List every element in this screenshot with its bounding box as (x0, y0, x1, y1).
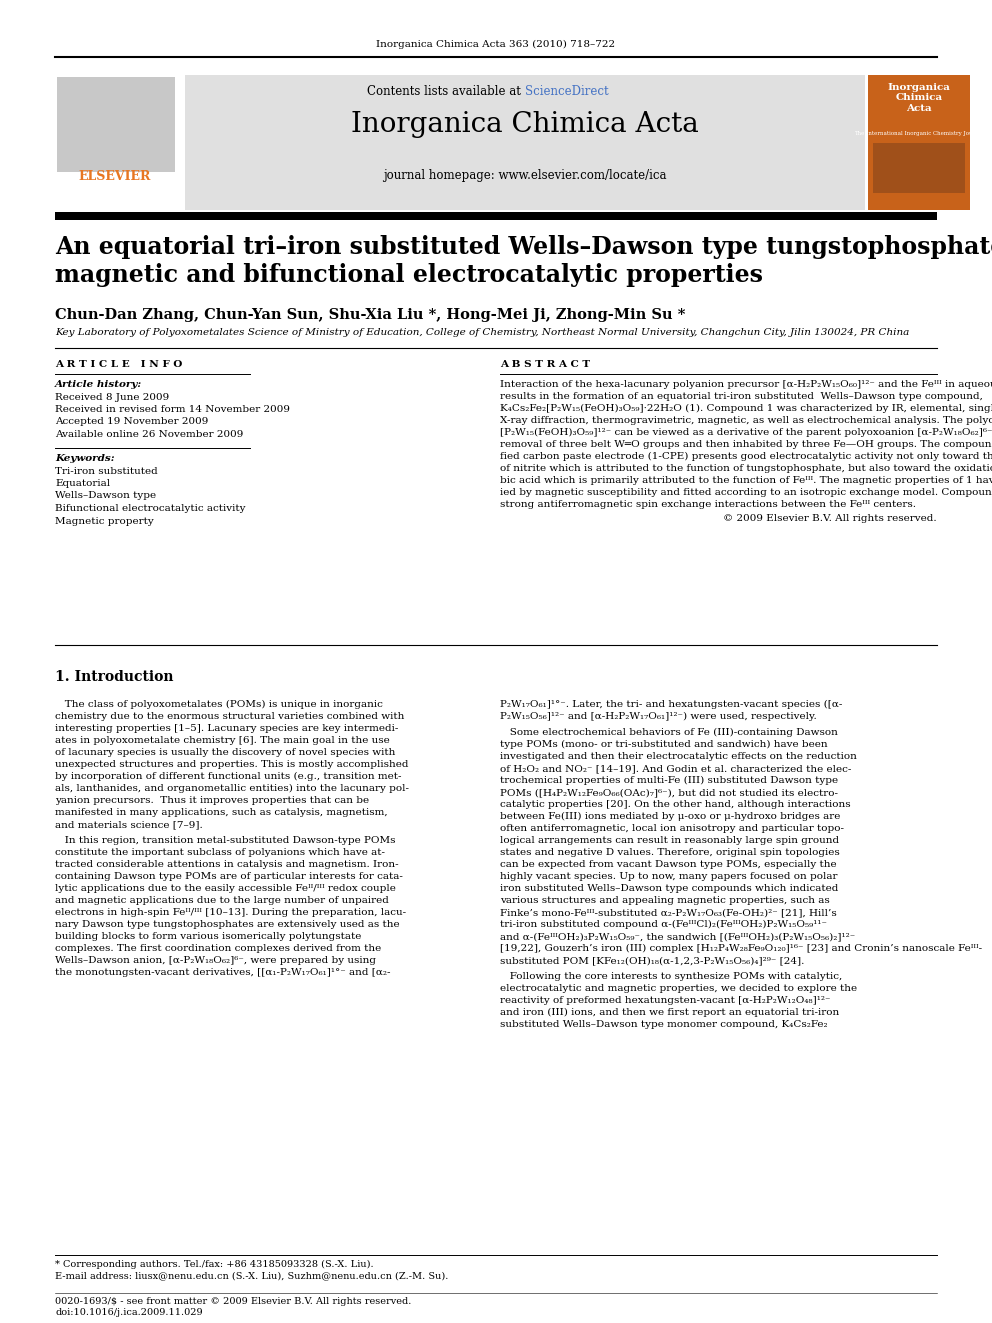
Text: [P₂W₁₅(FeOH)₃O₅₉]¹²⁻ can be viewed as a derivative of the parent polyoxoanion [α: [P₂W₁₅(FeOH)₃O₅₉]¹²⁻ can be viewed as a … (500, 429, 992, 437)
Text: Inorganica Chimica Acta 363 (2010) 718–722: Inorganica Chimica Acta 363 (2010) 718–7… (376, 40, 616, 49)
Text: Accepted 19 November 2009: Accepted 19 November 2009 (55, 418, 208, 426)
Text: ied by magnetic susceptibility and fitted according to an isotropic exchange mod: ied by magnetic susceptibility and fitte… (500, 488, 992, 497)
Text: Chun-Dan Zhang, Chun-Yan Sun, Shu-Xia Liu *, Hong-Mei Ji, Zhong-Min Su *: Chun-Dan Zhang, Chun-Yan Sun, Shu-Xia Li… (55, 308, 685, 321)
Text: The International Inorganic Chemistry Journal: The International Inorganic Chemistry Jo… (854, 131, 984, 136)
Text: strong antiferromagnetic spin exchange interactions between the Feᴵᴵᴵ centers.: strong antiferromagnetic spin exchange i… (500, 500, 916, 509)
Text: magnetic and bifunctional electrocatalytic properties: magnetic and bifunctional electrocatalyt… (55, 263, 763, 287)
Text: Inorganica Chimica Acta: Inorganica Chimica Acta (351, 111, 699, 138)
Text: Finke’s mono-Feᴵᴵᴵ-substituted α₂-P₂W₁₇O₆₃(Fe-OH₂)²⁻ [21], Hill’s: Finke’s mono-Feᴵᴵᴵ-substituted α₂-P₂W₁₇O… (500, 908, 836, 917)
Text: A R T I C L E   I N F O: A R T I C L E I N F O (55, 360, 183, 369)
Text: electrons in high-spin Feᴵᴵ/ᴵᴵᴵ [10–13]. During the preparation, lacu-: electrons in high-spin Feᴵᴵ/ᴵᴵᴵ [10–13].… (55, 908, 406, 917)
Text: by incorporation of different functional units (e.g., transition met-: by incorporation of different functional… (55, 773, 402, 781)
Text: Keywords:: Keywords: (55, 454, 115, 463)
Text: reactivity of preformed hexatungsten-vacant [α-H₂P₂W₁₂O₄₈]¹²⁻: reactivity of preformed hexatungsten-vac… (500, 996, 830, 1005)
Text: Some electrochemical behaviors of Fe (III)-containing Dawson: Some electrochemical behaviors of Fe (II… (500, 728, 838, 737)
Text: als, lanthanides, and organometallic entities) into the lacunary pol-: als, lanthanides, and organometallic ent… (55, 785, 409, 792)
Text: and iron (III) ions, and then we first report an equatorial tri-iron: and iron (III) ions, and then we first r… (500, 1008, 839, 1017)
Text: often antiferromagnetic, local ion anisotropy and particular topo-: often antiferromagnetic, local ion aniso… (500, 824, 844, 833)
Text: investigated and then their electrocatalytic effects on the reduction: investigated and then their electrocatal… (500, 751, 857, 761)
Text: states and negative D values. Therefore, original spin topologies: states and negative D values. Therefore,… (500, 848, 840, 857)
Bar (873, 143, 965, 193)
Text: building blocks to form various isomerically polytungstate: building blocks to form various isomeric… (55, 931, 361, 941)
Text: X-ray diffraction, thermogravimetric, magnetic, as well as electrochemical analy: X-ray diffraction, thermogravimetric, ma… (500, 415, 992, 425)
Text: logical arrangements can result in reasonably large spin ground: logical arrangements can result in reaso… (500, 836, 839, 845)
Text: Interaction of the hexa-lacunary polyanion precursor [α-H₂P₂W₁₅O₆₀]¹²⁻ and the F: Interaction of the hexa-lacunary polyani… (500, 380, 992, 389)
Text: Contents lists available at: Contents lists available at (367, 85, 525, 98)
Text: iron substituted Wells–Dawson type compounds which indicated: iron substituted Wells–Dawson type compo… (500, 884, 838, 893)
Text: of lacunary species is usually the discovery of novel species with: of lacunary species is usually the disco… (55, 747, 396, 757)
Text: unexpected structures and properties. This is mostly accomplished: unexpected structures and properties. Th… (55, 759, 409, 769)
Text: interesting properties [1–5]. Lacunary species are key intermedi-: interesting properties [1–5]. Lacunary s… (55, 724, 399, 733)
Text: ates in polyoxometalate chemistry [6]. The main goal in the use: ates in polyoxometalate chemistry [6]. T… (55, 736, 390, 745)
Text: Wells–Dawson type: Wells–Dawson type (55, 492, 156, 500)
Text: POMs ([H₄P₂W₁₂Fe₉O₆₆(OAc)₇]⁶⁻), but did not studied its electro-: POMs ([H₄P₂W₁₂Fe₉O₆₆(OAc)₇]⁶⁻), but did … (500, 789, 838, 796)
Text: between Fe(III) ions mediated by μ-oxo or μ-hydroxo bridges are: between Fe(III) ions mediated by μ-oxo o… (500, 812, 840, 822)
Bar (55, 212, 937, 220)
Text: K₄Cs₂Fe₂[P₂W₁₅(FeOH)₃O₅₉]·22H₂O (1). Compound 1 was characterized by IR, element: K₄Cs₂Fe₂[P₂W₁₅(FeOH)₃O₅₉]·22H₂O (1). Com… (500, 404, 992, 413)
Text: fied carbon paste electrode (1-CPE) presents good electrocatalytic activity not : fied carbon paste electrode (1-CPE) pres… (500, 452, 992, 462)
Text: ELSEVIER: ELSEVIER (78, 169, 151, 183)
Text: [19,22], Gouzerh’s iron (III) complex [H₁₂P₄W₂₈Fe₉O₁₂₀]¹⁶⁻ [23] and Cronin’s nan: [19,22], Gouzerh’s iron (III) complex [H… (500, 945, 982, 953)
Text: containing Dawson type POMs are of particular interests for cata-: containing Dawson type POMs are of parti… (55, 872, 403, 881)
Text: and magnetic applications due to the large number of unpaired: and magnetic applications due to the lar… (55, 896, 389, 905)
Text: of nitrite which is attributed to the function of tungstophosphate, but also tow: of nitrite which is attributed to the fu… (500, 464, 992, 474)
Bar (55, 75, 185, 210)
Text: ScienceDirect: ScienceDirect (525, 85, 609, 98)
Text: tri-iron substituted compound α-(FeᴵᴵᴵCl)₂(FeᴵᴵᴵOH₂)P₂W₁₅O₅₉¹¹⁻: tri-iron substituted compound α-(FeᴵᴵᴵCl… (500, 919, 827, 929)
Text: type POMs (mono- or tri-substituted and sandwich) have been: type POMs (mono- or tri-substituted and … (500, 740, 827, 749)
Text: Inorganica
Chimica
Acta: Inorganica Chimica Acta (888, 83, 950, 112)
Text: and α-(FeᴵᴵᴵOH₂)₃P₂W₁₅O₅₉⁻, the sandwich [(FeᴵᴵᴵOH₂)₃(P₂W₁₅O₅₆)₂]¹²⁻: and α-(FeᴵᴵᴵOH₂)₃P₂W₁₅O₅₉⁻, the sandwich… (500, 931, 855, 941)
Text: substituted Wells–Dawson type monomer compound, K₄Cs₂Fe₂: substituted Wells–Dawson type monomer co… (500, 1020, 827, 1029)
Text: 0020-1693/$ - see front matter © 2009 Elsevier B.V. All rights reserved.: 0020-1693/$ - see front matter © 2009 El… (55, 1297, 412, 1306)
Text: tracted considerable attentions in catalysis and magnetism. Iron-: tracted considerable attentions in catal… (55, 860, 399, 869)
Text: chemistry due to the enormous structural varieties combined with: chemistry due to the enormous structural… (55, 712, 405, 721)
Text: removal of three belt W═O groups and then inhabited by three Fe—OH groups. The c: removal of three belt W═O groups and the… (500, 441, 992, 448)
Text: results in the formation of an equatorial tri-iron substituted  Wells–Dawson typ: results in the formation of an equatoria… (500, 392, 983, 401)
Text: electrocatalytic and magnetic properties, we decided to explore the: electrocatalytic and magnetic properties… (500, 984, 857, 994)
Text: the monotungsten-vacant derivatives, [[α₁-P₂W₁₇O₆₁]¹°⁻ and [α₂-: the monotungsten-vacant derivatives, [[α… (55, 968, 391, 976)
Text: bic acid which is primarily attributed to the function of Feᴵᴵᴵ. The magnetic pr: bic acid which is primarily attributed t… (500, 476, 992, 486)
Text: 1. Introduction: 1. Introduction (55, 669, 174, 684)
Text: A B S T R A C T: A B S T R A C T (500, 360, 590, 369)
Text: substituted POM [KFe₁₂(OH)₁₈(α-1,2,3-P₂W₁₅O₅₆)₄]²⁹⁻ [24].: substituted POM [KFe₁₂(OH)₁₈(α-1,2,3-P₂W… (500, 957, 805, 964)
Text: manifested in many applications, such as catalysis, magnetism,: manifested in many applications, such as… (55, 808, 388, 818)
Text: of H₂O₂ and NO₂⁻ [14–19]. And Godin et al. characterized the elec-: of H₂O₂ and NO₂⁻ [14–19]. And Godin et a… (500, 763, 851, 773)
Text: Received in revised form 14 November 2009: Received in revised form 14 November 200… (55, 405, 290, 414)
Text: P₂W₁₇O₆₁]¹°⁻. Later, the tri- and hexatungsten-vacant species ([α-: P₂W₁₇O₆₁]¹°⁻. Later, the tri- and hexatu… (500, 700, 842, 709)
Text: Wells–Dawson anion, [α-P₂W₁₈O₆₂]⁶⁻, were prepared by using: Wells–Dawson anion, [α-P₂W₁₈O₆₂]⁶⁻, were… (55, 957, 376, 964)
Text: constitute the important subclass of polyanions which have at-: constitute the important subclass of pol… (55, 848, 385, 857)
Text: * Corresponding authors. Tel./fax: +86 43185093328 (S.-X. Liu).: * Corresponding authors. Tel./fax: +86 4… (55, 1259, 374, 1269)
Text: Received 8 June 2009: Received 8 June 2009 (55, 393, 170, 401)
Text: and materials science [7–9].: and materials science [7–9]. (55, 820, 202, 830)
Text: various structures and appealing magnetic properties, such as: various structures and appealing magneti… (500, 896, 829, 905)
Text: complexes. The first coordination complexes derived from the: complexes. The first coordination comple… (55, 945, 381, 953)
Text: P₂W₁₅O₅₆]¹²⁻ and [α-H₂P₂W₁₇O₆₁]¹²⁻) were used, respectively.: P₂W₁₅O₅₆]¹²⁻ and [α-H₂P₂W₁₇O₆₁]¹²⁻) were… (500, 712, 816, 721)
Text: Article history:: Article history: (55, 380, 142, 389)
Text: doi:10.1016/j.ica.2009.11.029: doi:10.1016/j.ica.2009.11.029 (55, 1308, 202, 1316)
Text: Following the core interests to synthesize POMs with catalytic,: Following the core interests to synthesi… (500, 972, 842, 980)
Text: An equatorial tri–iron substituted Wells–Dawson type tungstophosphate with: An equatorial tri–iron substituted Wells… (55, 235, 992, 259)
Text: yanion precursors.  Thus it improves properties that can be: yanion precursors. Thus it improves prop… (55, 796, 369, 804)
Text: Equatorial: Equatorial (55, 479, 110, 488)
Text: lytic applications due to the easily accessible Feᴵᴵ/ᴵᴵᴵ redox couple: lytic applications due to the easily acc… (55, 884, 396, 893)
Text: Bifunctional electrocatalytic activity: Bifunctional electrocatalytic activity (55, 504, 245, 513)
Text: E-mail address: liusx@nenu.edu.cn (S.-X. Liu), Suzhm@nenu.edu.cn (Z.-M. Su).: E-mail address: liusx@nenu.edu.cn (S.-X.… (55, 1271, 448, 1279)
Bar (185, 75, 865, 210)
Text: trochemical properties of multi-Fe (III) substituted Dawson type: trochemical properties of multi-Fe (III)… (500, 777, 838, 785)
Bar (57, 77, 175, 172)
Text: In this region, transition metal-substituted Dawson-type POMs: In this region, transition metal-substit… (55, 836, 396, 845)
Text: The class of polyoxometalates (POMs) is unique in inorganic: The class of polyoxometalates (POMs) is … (55, 700, 383, 709)
Text: can be expected from vacant Dawson type POMs, especially the: can be expected from vacant Dawson type … (500, 860, 836, 869)
Text: catalytic properties [20]. On the other hand, although interactions: catalytic properties [20]. On the other … (500, 800, 850, 808)
Text: © 2009 Elsevier B.V. All rights reserved.: © 2009 Elsevier B.V. All rights reserved… (723, 515, 937, 523)
Text: highly vacant species. Up to now, many papers focused on polar: highly vacant species. Up to now, many p… (500, 872, 837, 881)
Text: Tri-iron substituted: Tri-iron substituted (55, 467, 158, 475)
Text: Available online 26 November 2009: Available online 26 November 2009 (55, 430, 243, 439)
Text: journal homepage: www.elsevier.com/locate/ica: journal homepage: www.elsevier.com/locat… (383, 169, 667, 183)
Text: Key Laboratory of Polyoxometalates Science of Ministry of Education, College of : Key Laboratory of Polyoxometalates Scien… (55, 328, 910, 337)
Bar (868, 75, 970, 210)
Text: nary Dawson type tungstophosphates are extensively used as the: nary Dawson type tungstophosphates are e… (55, 919, 400, 929)
Text: Magnetic property: Magnetic property (55, 516, 154, 525)
